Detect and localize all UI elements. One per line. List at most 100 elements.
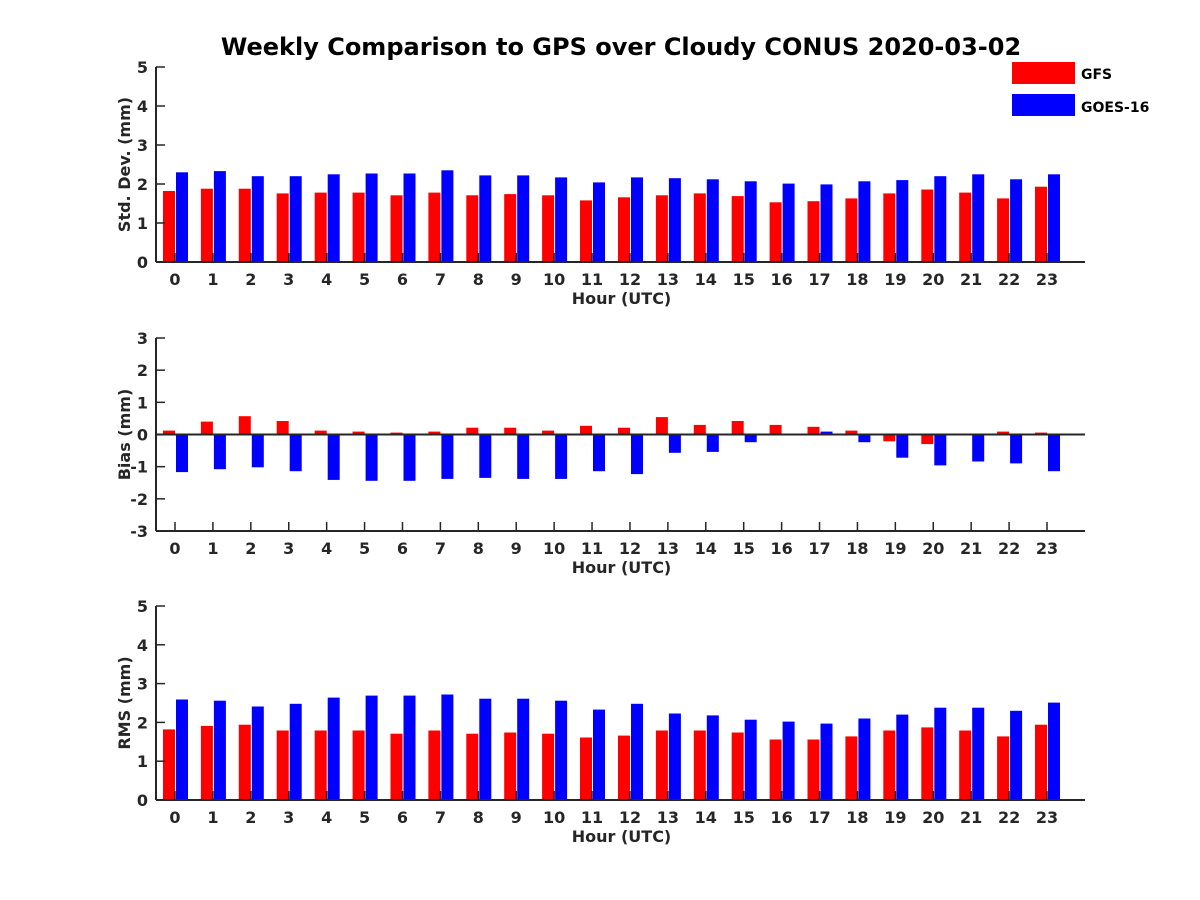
bar-goes16-15 — [744, 181, 757, 262]
x-tick-label: 9 — [511, 539, 522, 558]
bar-goes16-8 — [479, 434, 492, 478]
bar-gfs-16 — [769, 202, 782, 262]
x-tick-label: 18 — [846, 270, 868, 289]
x-tick-label: 2 — [245, 539, 256, 558]
bar-gfs-20 — [921, 727, 934, 800]
bar-goes16-9 — [517, 698, 530, 800]
bar-goes16-18 — [858, 718, 871, 800]
x-axis-label: Hour (UTC) — [572, 827, 672, 846]
x-tick-label: 15 — [733, 539, 755, 558]
x-tick-label: 16 — [770, 808, 792, 827]
y-tick-label: -1 — [130, 458, 148, 477]
bar-goes16-22 — [1010, 710, 1023, 800]
y-axis-label: Std. Dev. (mm) — [115, 97, 134, 232]
legend-label-gfs: GFS — [1081, 67, 1112, 83]
x-tick-label: 22 — [998, 808, 1020, 827]
bar-goes16-11 — [593, 434, 605, 472]
x-tick-label: 12 — [619, 270, 641, 289]
bar-goes16-10 — [555, 434, 568, 479]
bar-goes16-1 — [213, 700, 226, 800]
bar-gfs-22 — [997, 736, 1010, 800]
bar-goes16-22 — [1010, 179, 1023, 262]
bar-gfs-3 — [276, 193, 289, 262]
bar-gfs-6 — [390, 195, 403, 262]
x-tick-label: 15 — [733, 808, 755, 827]
bar-gfs-15 — [731, 732, 744, 800]
bar-gfs-1 — [200, 188, 213, 262]
bar-gfs-2 — [238, 724, 251, 800]
bar-gfs-1 — [200, 725, 213, 800]
x-tick-label: 10 — [543, 270, 565, 289]
bar-gfs-4 — [314, 430, 327, 435]
bar-gfs-23 — [1035, 724, 1047, 800]
x-tick-label: 13 — [657, 808, 679, 827]
bar-gfs-21 — [959, 730, 972, 800]
bar-goes16-3 — [289, 176, 302, 262]
bar-gfs-9 — [504, 194, 517, 262]
bar-gfs-16 — [769, 424, 782, 435]
bar-gfs-21 — [959, 192, 972, 262]
bar-gfs-14 — [693, 730, 706, 800]
bar-goes16-6 — [403, 173, 416, 262]
bar-gfs-23 — [1035, 186, 1047, 262]
y-axis-label: RMS (mm) — [115, 656, 134, 749]
x-tick-label: 15 — [733, 270, 755, 289]
x-tick-label: 8 — [473, 808, 484, 827]
x-tick-label: 19 — [884, 270, 906, 289]
bar-gfs-12 — [618, 735, 630, 800]
bar-gfs-14 — [693, 424, 706, 435]
bar-gfs-2 — [238, 416, 251, 435]
bar-gfs-11 — [580, 200, 592, 262]
bar-goes16-23 — [1048, 174, 1060, 263]
x-tick-label: 3 — [283, 808, 294, 827]
bar-goes16-0 — [176, 699, 188, 800]
bar-goes16-13 — [668, 713, 681, 800]
x-tick-label: 10 — [543, 539, 565, 558]
bar-gfs-13 — [655, 417, 668, 435]
bar-goes16-19 — [896, 434, 909, 458]
bar-gfs-13 — [655, 195, 668, 262]
bar-goes16-6 — [403, 434, 416, 481]
y-tick-label: 0 — [137, 791, 148, 810]
x-tick-label: 11 — [581, 539, 603, 558]
bar-gfs-3 — [276, 421, 289, 435]
bar-gfs-19 — [883, 434, 896, 442]
x-tick-label: 10 — [543, 808, 565, 827]
y-tick-label: -2 — [130, 490, 148, 509]
bar-goes16-8 — [479, 175, 492, 262]
bar-gfs-12 — [618, 427, 630, 435]
bar-gfs-11 — [580, 737, 592, 800]
bar-gfs-0 — [163, 430, 175, 435]
bar-gfs-5 — [352, 192, 365, 262]
x-tick-label: 0 — [169, 270, 180, 289]
x-tick-label: 11 — [581, 270, 603, 289]
bar-goes16-9 — [517, 434, 530, 479]
x-tick-label: 14 — [695, 539, 717, 558]
bar-goes16-20 — [934, 176, 947, 262]
x-tick-label: 19 — [884, 539, 906, 558]
bar-gfs-9 — [504, 427, 517, 435]
bar-gfs-19 — [883, 730, 896, 800]
bar-gfs-15 — [731, 421, 744, 435]
legend-swatch-goes16 — [1012, 94, 1075, 116]
bar-goes16-14 — [706, 434, 719, 452]
x-tick-label: 16 — [770, 539, 792, 558]
x-tick-label: 12 — [619, 539, 641, 558]
bar-gfs-5 — [352, 730, 365, 800]
x-tick-label: 21 — [960, 270, 982, 289]
y-tick-label: 2 — [137, 713, 148, 732]
bar-gfs-22 — [997, 198, 1010, 262]
y-tick-label: 4 — [137, 97, 148, 116]
bar-goes16-16 — [782, 183, 795, 262]
legend-label-goes16: GOES-16 — [1081, 100, 1149, 116]
x-tick-label: 13 — [657, 270, 679, 289]
bar-gfs-7 — [428, 192, 441, 262]
bar-goes16-19 — [896, 180, 909, 262]
bar-gfs-11 — [580, 425, 592, 435]
y-tick-label: 5 — [137, 58, 148, 77]
x-tick-label: 7 — [435, 270, 446, 289]
bar-gfs-10 — [542, 195, 555, 262]
bar-gfs-10 — [542, 733, 555, 800]
x-tick-label: 22 — [998, 270, 1020, 289]
